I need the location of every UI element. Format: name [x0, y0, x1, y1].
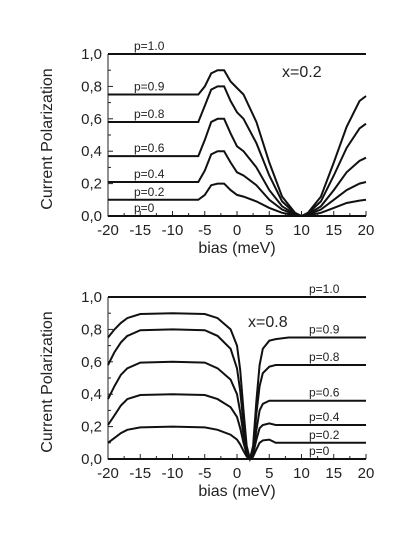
y-tick-label: 0,6	[81, 354, 102, 371]
series-label: p=0.4	[309, 410, 340, 424]
series-line-p09	[107, 312, 366, 460]
x-tick-label: -20	[97, 222, 119, 239]
series-line-p06	[108, 117, 367, 218]
x-tick-label: -5	[198, 222, 211, 239]
chart-bottom-panel: -20 -15 -10 -5 0 5 10 15 20 0,0 0,2 0,4 0,6 0,8 1,0 bia…	[39, 282, 374, 500]
x-tick-label: -15	[129, 222, 151, 239]
x-tick-label: 0	[233, 465, 241, 482]
series-label: p=0.8	[134, 107, 165, 121]
x-tick-label: -20	[97, 465, 119, 482]
x-tick-label: 0	[233, 222, 241, 239]
x-tick-label: 15	[325, 465, 342, 482]
x-tick-label: 20	[358, 465, 375, 482]
series-line-p02	[107, 425, 366, 461]
x-axis-title: bias (meV)	[198, 240, 275, 257]
y-axis-title: Current Polarization	[39, 311, 56, 452]
y-tick-label: 0,8	[81, 78, 102, 95]
series-label: p=0.9	[309, 323, 340, 337]
series-line-p04	[107, 393, 366, 461]
x-tick-label: -5	[198, 465, 211, 482]
y-tick-label: 0,0	[81, 208, 102, 225]
x-tick-label: -15	[129, 465, 151, 482]
y-tick-label: 0,4	[81, 386, 102, 403]
y-tick-label: 0,0	[81, 451, 102, 468]
y-tick-label: 0,6	[81, 111, 102, 128]
series-line-p04	[108, 150, 367, 218]
x-tick-label: 5	[265, 222, 273, 239]
y-tick-label: 0,2	[81, 419, 102, 436]
series-label: p=1.0	[309, 282, 340, 296]
series-line-p08	[107, 328, 366, 463]
y-tick-label: 0,2	[81, 176, 102, 193]
x-tick-label: 10	[293, 222, 310, 239]
series-label: p=0.8	[309, 350, 340, 364]
x-tick-label: -10	[162, 222, 184, 239]
series-label: p=0	[309, 444, 330, 458]
series-line-p02	[108, 182, 367, 218]
series-line-p09	[108, 69, 367, 218]
series-label: p=0.9	[134, 80, 165, 94]
series-label: p=1.0	[134, 39, 165, 53]
series-label: p=0.6	[309, 386, 340, 400]
series-label: p=0	[134, 201, 155, 215]
x-axis-title: bias (meV)	[198, 483, 275, 500]
y-tick-label: 1,0	[81, 289, 102, 306]
x-tick-label: 20	[358, 222, 375, 239]
series-line-p08	[108, 85, 367, 218]
y-tick-label: 0,4	[81, 143, 102, 160]
y-tick-label: 0,8	[81, 321, 102, 338]
chart-top-panel: -20 -15 -10 -5 0 5 10 15 20 0,0 0,2 0,4 0,6 0,8 1,0 bia…	[39, 39, 374, 257]
x-tick-label: -10	[162, 465, 184, 482]
parameter-annotation: x=0.8	[248, 314, 288, 331]
x-tick-label: 10	[293, 465, 310, 482]
y-tick-label: 1,0	[81, 46, 102, 63]
series-line-p06	[107, 360, 366, 462]
x-tick-label: 15	[325, 222, 342, 239]
series-label: p=0.2	[134, 185, 165, 199]
parameter-annotation: x=0.2	[282, 64, 322, 81]
series-label: p=0.4	[134, 167, 165, 181]
series-label: p=0.6	[134, 141, 165, 155]
y-axis-title: Current Polarization	[39, 68, 56, 209]
x-tick-label: 5	[265, 465, 273, 482]
series-label: p=0.2	[309, 428, 340, 442]
